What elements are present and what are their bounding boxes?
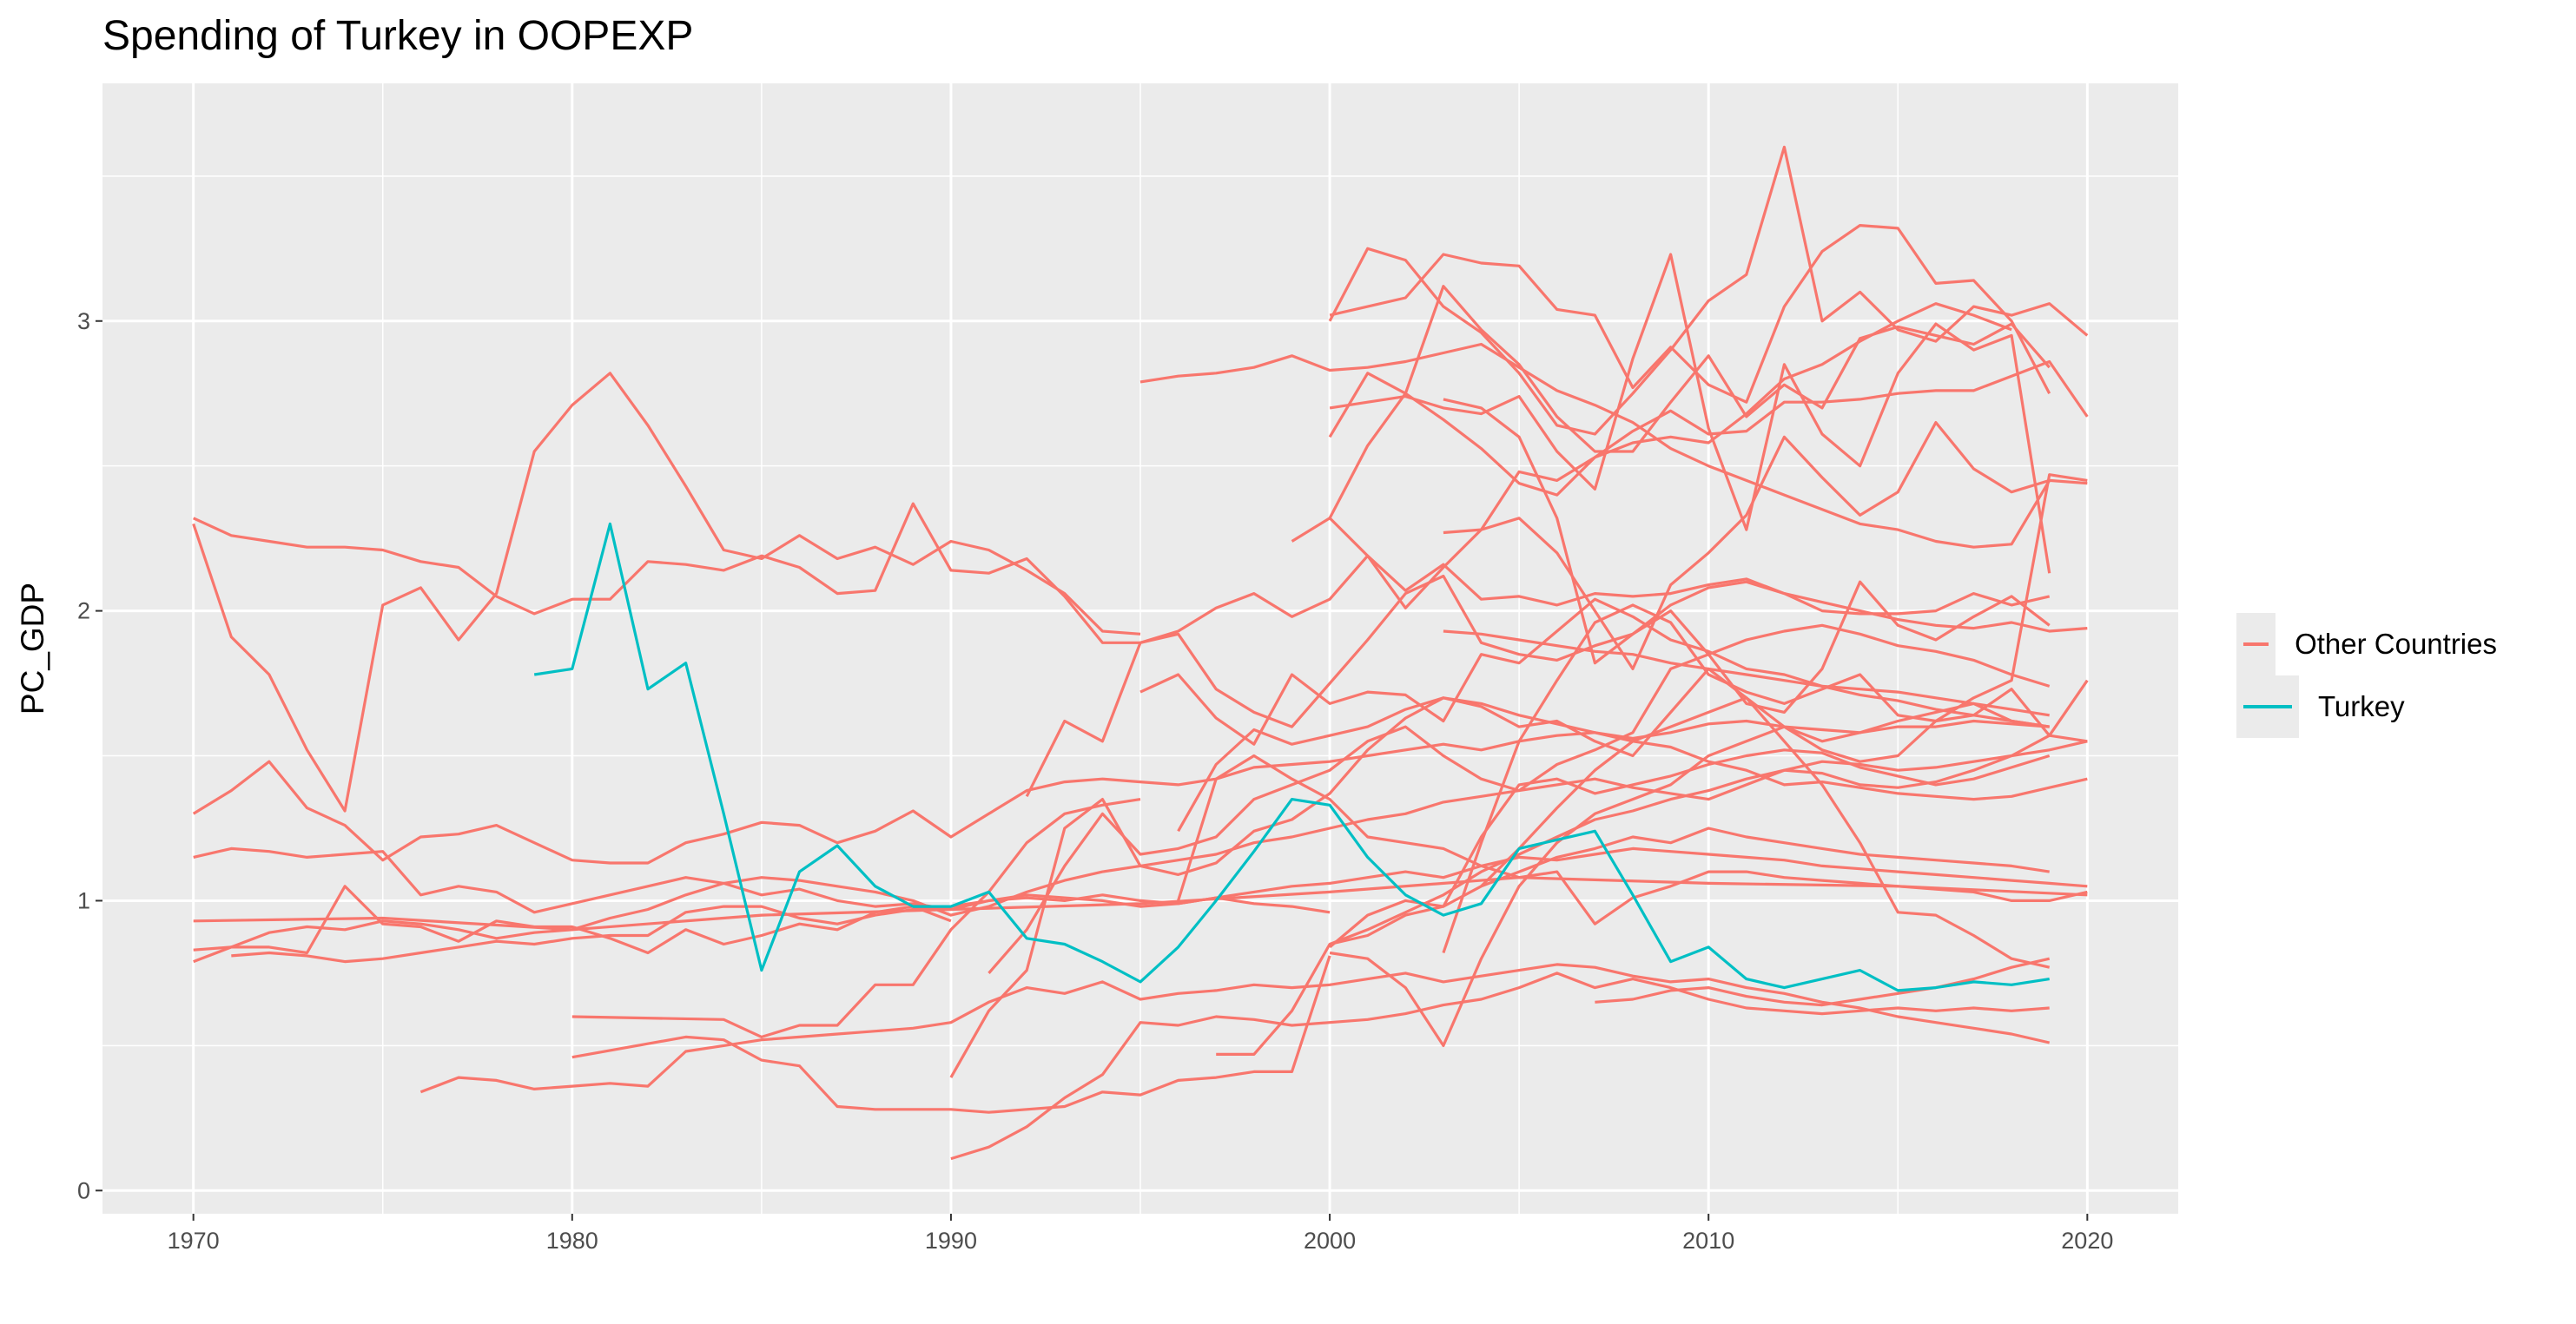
other-country-country-f-line: [193, 885, 952, 955]
other-country-country-ab-line: [1442, 603, 2088, 954]
turkey-line: [533, 522, 2050, 992]
x-tick-label: 1980: [546, 1228, 598, 1254]
y-tick-label: 1: [77, 887, 90, 913]
x-tick-label: 1970: [168, 1228, 220, 1254]
other-country-country-c-line: [192, 719, 2050, 865]
other-country-country-m-line: [949, 667, 2050, 1078]
legend-key-turkey: [2236, 675, 2299, 738]
other-country-country-ad-line: [1329, 473, 2088, 1048]
y-axis-title: PC_GDP: [15, 583, 50, 715]
y-tick-label: 0: [77, 1177, 90, 1203]
other-country-country-q-line: [1328, 145, 2089, 436]
turkey-lines: [533, 522, 2050, 992]
other-country-country-ac-line: [1329, 679, 2089, 945]
other-country-country-d-line: [193, 846, 2088, 914]
other-countries-lines: [192, 145, 2089, 1161]
legend: Other Countries Turkey: [2236, 613, 2497, 738]
other-country-country-i-line: [571, 798, 1141, 1039]
legend-item-other-countries: Other Countries: [2236, 613, 2497, 675]
other-country-country-l-line: [950, 972, 2050, 1161]
y-tick-label: 3: [77, 308, 90, 334]
legend-label-turkey: Turkey: [2318, 690, 2405, 722]
y-tick-label: 2: [77, 598, 90, 624]
other-country-country-ae-line: [1329, 827, 2050, 949]
x-tick-label: 2000: [1304, 1228, 1356, 1254]
other-country-country-e-line: [193, 876, 2088, 932]
other-country-country-v-line: [1291, 421, 2051, 671]
other-country-country-ai-line: [1595, 957, 2051, 1007]
other-country-country-k-line: [419, 963, 2051, 1094]
other-country-country-x-line: [1139, 597, 2050, 746]
other-country-country-a-line: [193, 502, 2051, 644]
other-country-country-u-line: [1329, 253, 2051, 574]
legend-key-other-countries: [2236, 613, 2276, 675]
other-country-country-s-line: [1328, 359, 2089, 497]
other-country-country-r-line: [1329, 224, 2051, 404]
other-country-country-h-line: [231, 893, 1331, 964]
other-country-country-ag-line: [1443, 629, 2050, 717]
legend-item-turkey: Turkey: [2236, 675, 2497, 738]
other-country-country-aa-line: [1216, 748, 2051, 1057]
other-country-country-af-line: [1443, 398, 2051, 715]
x-tick-label: 1990: [925, 1228, 977, 1254]
other-country-country-z-line: [1177, 754, 2088, 925]
other-country-country-o-line: [1025, 574, 2088, 798]
chart-title: Spending of Turkey in OOPEXP: [102, 13, 694, 59]
y-axis: 0 1 2 3: [77, 308, 102, 1203]
legend-label-other-countries: Other Countries: [2295, 628, 2497, 660]
x-axis: 1970 1980 1990 2000 2010 2020: [168, 1214, 2113, 1254]
x-tick-label: 2020: [2061, 1228, 2113, 1254]
major-gridlines: [102, 83, 2178, 1214]
x-tick-label: 2010: [1682, 1228, 1734, 1254]
other-country-country-j-line: [571, 955, 1331, 1114]
other-country-country-ah-line: [1480, 696, 2051, 969]
other-country-country-b-line: [192, 372, 1141, 813]
other-country-country-n-line: [987, 623, 2051, 974]
